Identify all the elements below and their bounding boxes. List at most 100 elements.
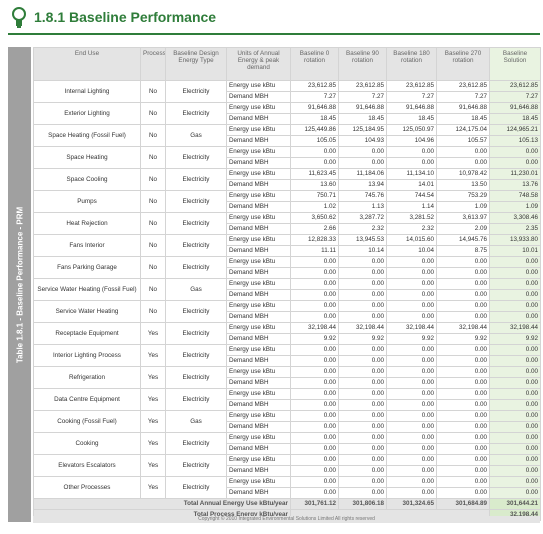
energy-row: Space Heating (Fossil Fuel) No Gas Energy u… [33, 124, 541, 147]
unit: Demand MBH [226, 311, 291, 323]
demand-value: 0.00 [436, 421, 490, 433]
unit: Demand MBH [226, 201, 291, 213]
unit: Demand MBH [226, 355, 291, 367]
energy-value: 91,646.88 [290, 102, 339, 114]
energy-value: 0.00 [436, 278, 490, 290]
energy-type: Electricity [165, 80, 227, 103]
energy-type: Electricity [165, 190, 227, 213]
demand-value: 9.92 [386, 333, 437, 345]
unit: Demand MBH [226, 333, 291, 345]
bulb-icon [12, 7, 26, 28]
energy-value: 0.00 [290, 476, 339, 488]
demand-value: 1.09 [489, 201, 541, 213]
demand-value: 9.92 [338, 333, 387, 345]
unit: Energy use kBtu [226, 212, 291, 224]
demand-row: Demand MBH 0.00 0.00 0.00 0.00 0.00 [34, 355, 541, 367]
demand-value: 7.27 [436, 91, 490, 103]
demand-value: 0.00 [290, 421, 339, 433]
unit: Energy use kBtu [226, 278, 291, 290]
process: Yes [140, 366, 166, 389]
unit: Demand MBH [226, 245, 291, 257]
process: No [140, 102, 166, 125]
demand-value: 2.32 [338, 223, 387, 235]
unit: Demand MBH [226, 157, 291, 169]
energy-type: Gas [165, 124, 227, 147]
side-label: Table 1.8.1 - Baseline Performance - PRM [15, 206, 24, 363]
demand-value: 9.92 [290, 333, 339, 345]
demand-value: 0.00 [386, 399, 437, 411]
demand-value: 7.27 [338, 91, 387, 103]
title-rule [8, 33, 540, 35]
energy-value: 3,650.62 [290, 212, 339, 224]
energy-value: 32,198.44 [338, 322, 387, 334]
energy-value: 14,015.60 [386, 234, 437, 246]
energy-type: Electricity [165, 168, 227, 191]
demand-value: 13.60 [290, 179, 339, 191]
demand-value: 10.14 [338, 245, 387, 257]
energy-value: 744.54 [386, 190, 437, 202]
end-use: Cooking (Fossil Fuel) [33, 410, 141, 433]
unit: Demand MBH [226, 289, 291, 301]
demand-value: 1.13 [338, 201, 387, 213]
demand-value: 0.00 [338, 465, 387, 477]
energy-row: Refrigeration Yes Electricity Energy use kB… [33, 366, 541, 389]
energy-value: 23,612.85 [386, 80, 437, 92]
demand-value: 104.93 [338, 135, 387, 147]
demand-value: 0.00 [386, 487, 437, 499]
column-header: Baseline Solution [489, 47, 541, 81]
energy-row: Fans Parking Garage No Electricity Energy u… [33, 256, 541, 279]
demand-row: Demand MBH 7.27 7.27 7.27 7.27 7.27 [34, 91, 541, 103]
energy-value: 91,646.88 [489, 102, 541, 114]
total-label: Total Annual Energy Use kBtu/year [33, 498, 291, 510]
unit: Demand MBH [226, 443, 291, 455]
energy-value: 0.00 [436, 256, 490, 268]
demand-value: 0.00 [489, 487, 541, 499]
demand-value: 0.00 [338, 355, 387, 367]
energy-type: Electricity [165, 454, 227, 477]
process: Yes [140, 388, 166, 411]
demand-value: 13.94 [338, 179, 387, 191]
unit: Energy use kBtu [226, 168, 291, 180]
end-use: Space Heating (Fossil Fuel) [33, 124, 141, 147]
energy-row: Cooking (Fossil Fuel) Yes Gas Energy use kB… [33, 410, 541, 433]
demand-value: 18.45 [489, 113, 541, 125]
process: No [140, 234, 166, 257]
demand-value: 7.27 [386, 91, 437, 103]
demand-row: Demand MBH 13.60 13.94 14.01 13.50 13.76 [34, 179, 541, 191]
process: Yes [140, 322, 166, 345]
end-use: Receptacle Equipment [33, 322, 141, 345]
energy-value: 0.00 [338, 432, 387, 444]
end-use: Cooking [33, 432, 141, 455]
demand-row: Demand MBH 0.00 0.00 0.00 0.00 0.00 [34, 267, 541, 279]
column-header: End Use [33, 47, 141, 81]
energy-value: 0.00 [290, 432, 339, 444]
demand-row: Demand MBH 0.00 0.00 0.00 0.00 0.00 [34, 421, 541, 433]
demand-value: 0.00 [290, 377, 339, 389]
unit: Energy use kBtu [226, 432, 291, 444]
demand-value: 10.04 [386, 245, 437, 257]
energy-value: 0.00 [338, 410, 387, 422]
energy-row: Receptacle Equipment Yes Electricity Energy… [33, 322, 541, 345]
energy-value: 91,646.88 [338, 102, 387, 114]
energy-value: 0.00 [338, 256, 387, 268]
end-use: Interior Lighting Process [33, 344, 141, 367]
process: No [140, 190, 166, 213]
column-header: Baseline 180 rotation [386, 47, 437, 81]
demand-value: 0.00 [436, 377, 490, 389]
energy-value: 0.00 [290, 366, 339, 378]
demand-value: 0.00 [290, 311, 339, 323]
unit: Energy use kBtu [226, 410, 291, 422]
energy-value: 11,134.10 [386, 168, 437, 180]
energy-type: Electricity [165, 212, 227, 235]
energy-value: 124,175.04 [436, 124, 490, 136]
energy-value: 32,198.44 [489, 322, 541, 334]
energy-value: 3,613.97 [436, 212, 490, 224]
demand-value: 0.00 [386, 267, 437, 279]
demand-value: 0.00 [338, 443, 387, 455]
demand-value: 0.00 [338, 377, 387, 389]
demand-value: 1.02 [290, 201, 339, 213]
energy-value: 0.00 [489, 476, 541, 488]
end-use: Pumps [33, 190, 141, 213]
